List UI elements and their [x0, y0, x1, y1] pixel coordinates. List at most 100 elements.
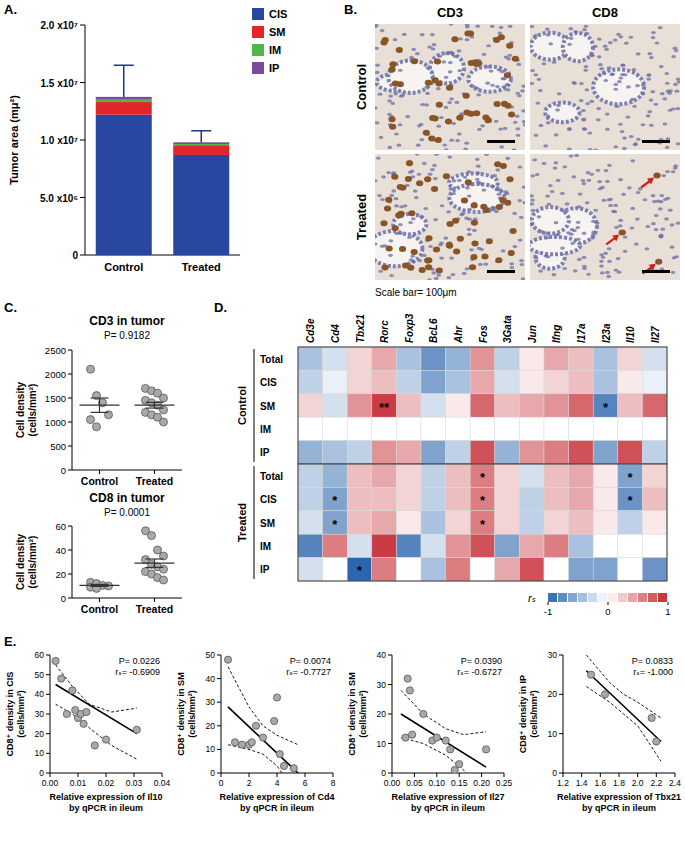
- arrow-head: [647, 178, 654, 185]
- nucleus: [588, 148, 593, 150]
- nucleus: [467, 170, 472, 173]
- y-tick: [46, 694, 50, 695]
- y-tick: [217, 773, 221, 774]
- nucleus: [658, 207, 663, 210]
- colorbar-swatch: [638, 593, 647, 602]
- nucleus: [608, 41, 613, 44]
- nucleus: [381, 175, 386, 178]
- nucleus: [394, 197, 399, 200]
- nucleus: [571, 175, 576, 178]
- nucleus: [451, 122, 456, 125]
- nucleus: [676, 222, 680, 225]
- nucleus: [630, 207, 635, 210]
- row-label: IM: [260, 541, 271, 552]
- y-tick-label: 0: [381, 768, 386, 778]
- nucleus: [586, 171, 591, 174]
- x-tick: [600, 773, 601, 777]
- nucleus: [465, 186, 470, 189]
- heatmap-cell: [298, 558, 323, 581]
- colorbar-tick-label: 1: [665, 606, 670, 617]
- nucleus: [605, 112, 610, 115]
- nucleus: [665, 146, 670, 149]
- nucleus: [671, 107, 676, 110]
- x-tick-label: 2.2: [650, 778, 662, 788]
- nucleus: [451, 192, 456, 195]
- point: [160, 565, 168, 573]
- nucleus: [550, 190, 555, 193]
- nucleus: [553, 166, 558, 169]
- group-label: Control: [236, 386, 248, 425]
- nucleus: [605, 180, 610, 183]
- heatmap-cell: [618, 558, 643, 581]
- significance: *: [332, 493, 338, 508]
- nucleus: [398, 223, 403, 226]
- heatmap-cell: [446, 347, 471, 370]
- heatmap-cell: [446, 417, 471, 440]
- x-axis-label: Relative expression of Il27: [391, 792, 504, 802]
- stained-cell: [471, 240, 478, 246]
- heatmap-cell: [347, 394, 372, 417]
- caption: Scale bar= 100μm: [375, 287, 457, 298]
- point: [259, 734, 266, 741]
- heatmap-cell: [569, 441, 594, 464]
- nucleus: [380, 198, 385, 201]
- nucleus: [398, 123, 403, 126]
- nucleus: [495, 85, 500, 88]
- micrograph: [530, 24, 680, 150]
- stained-cell: [380, 220, 387, 226]
- nucleus: [455, 139, 460, 142]
- nucleus: [474, 87, 479, 90]
- stained-cell: [512, 56, 519, 62]
- nucleus: [458, 37, 463, 40]
- nucleus: [593, 209, 598, 212]
- nucleus: [675, 90, 680, 93]
- heatmap-cell: [347, 464, 372, 487]
- p-value: P= 0.0001: [104, 507, 150, 518]
- ci-lower: [401, 738, 486, 773]
- heatmap-cell: [519, 464, 544, 487]
- stained-cell: [508, 250, 515, 256]
- nucleus: [448, 61, 453, 64]
- stained-cell: [451, 36, 458, 42]
- x-tick-label: 1.6: [594, 778, 606, 788]
- stained-cell: [384, 205, 391, 211]
- nucleus: [607, 247, 612, 250]
- nucleus: [636, 138, 641, 141]
- nucleus: [478, 263, 483, 266]
- nucleus: [535, 102, 540, 105]
- heatmap-cell: [396, 370, 421, 393]
- nucleus: [489, 69, 494, 72]
- nucleus: [616, 33, 621, 36]
- heatmap-cell: [372, 558, 397, 581]
- nucleus: [653, 103, 658, 106]
- heatmap-cell: [544, 441, 569, 464]
- gland: [532, 207, 569, 234]
- nucleus: [505, 192, 510, 195]
- nucleus: [433, 218, 438, 221]
- nucleus: [583, 69, 588, 72]
- nucleus: [477, 128, 482, 131]
- column-label: Tbx21: [355, 314, 366, 343]
- y-axis: [221, 655, 222, 773]
- nucleus: [444, 148, 449, 150]
- nucleus: [419, 215, 424, 218]
- x-tick: [392, 773, 393, 777]
- gland: [375, 231, 422, 266]
- y-tick: [68, 422, 72, 423]
- nucleus: [568, 27, 573, 30]
- nucleus: [386, 171, 391, 174]
- y-tick-label: 2000: [45, 369, 66, 380]
- nucleus: [604, 169, 609, 172]
- nucleus: [446, 276, 451, 279]
- row-header: Control: [354, 64, 369, 110]
- legend-label: IM: [269, 44, 281, 56]
- nucleus: [613, 88, 618, 91]
- nucleus: [490, 25, 495, 28]
- heatmap-cell: [396, 487, 421, 510]
- row-label: IP: [260, 564, 270, 575]
- heatmap-cell: [593, 417, 618, 440]
- nucleus: [434, 277, 439, 280]
- nucleus: [523, 123, 525, 126]
- point: [290, 765, 297, 772]
- annotation: P= 0.0833: [632, 656, 673, 666]
